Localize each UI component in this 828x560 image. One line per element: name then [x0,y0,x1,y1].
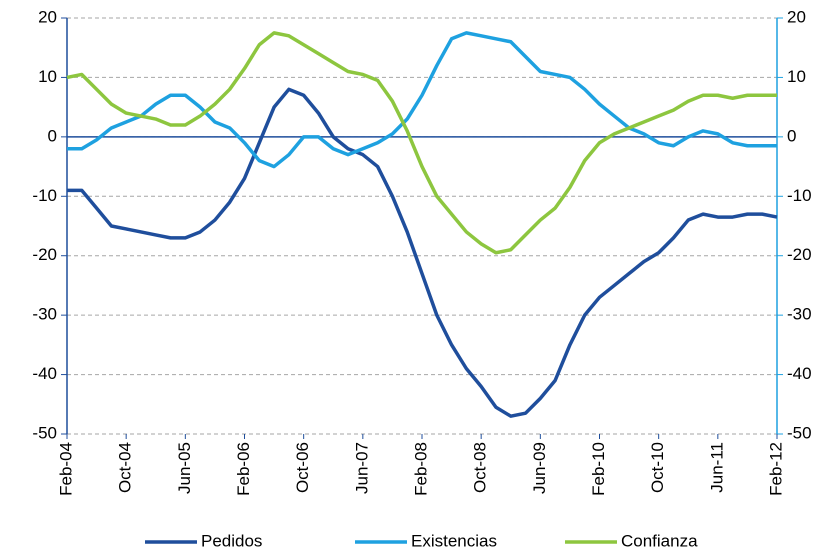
x-tick-label: Feb-12 [766,442,785,496]
x-tick-label: Feb-06 [234,442,253,496]
x-tick-label: Oct-06 [293,442,312,493]
y2-tick-label: -20 [787,245,812,264]
y-tick-label: -10 [32,186,57,205]
line-series [67,87,778,418]
y2-tick-label: 0 [787,126,796,145]
y2-tick-label: -50 [787,423,812,442]
y2-tick-label: -30 [787,305,812,324]
legend-label: Confianza [621,531,698,550]
y-tick-label: 20 [38,7,57,26]
x-tick-label: Feb-08 [411,442,430,496]
y2-tick-label: 20 [787,7,806,26]
y2-tick-label: -40 [787,364,812,383]
x-tick-label: Feb-04 [56,442,75,496]
y2-tick-label: -10 [787,186,812,205]
y-tick-label: -20 [32,245,57,264]
legend-label: Pedidos [201,531,262,550]
y-tick-label: -50 [32,423,57,442]
x-tick-label: Jun-09 [530,442,549,494]
y2-tick-label: 10 [787,67,806,86]
line-series [66,31,777,255]
x-tick-label: Oct-10 [648,442,667,493]
line-series [67,31,777,169]
x-tick-label: Feb-10 [589,442,608,496]
x-tick-label: Oct-04 [116,442,135,493]
y-tick-label: 0 [48,126,57,145]
x-tick-label: Oct-08 [471,442,490,493]
x-tick-label: Jun-05 [175,442,194,494]
y-tick-label: 10 [38,67,57,86]
x-tick-label: Jun-11 [707,442,726,493]
y-tick-label: -30 [32,305,57,324]
y-tick-label: -40 [32,364,57,383]
legend-label: Existencias [411,531,497,550]
x-tick-label: Jun-07 [352,442,371,494]
